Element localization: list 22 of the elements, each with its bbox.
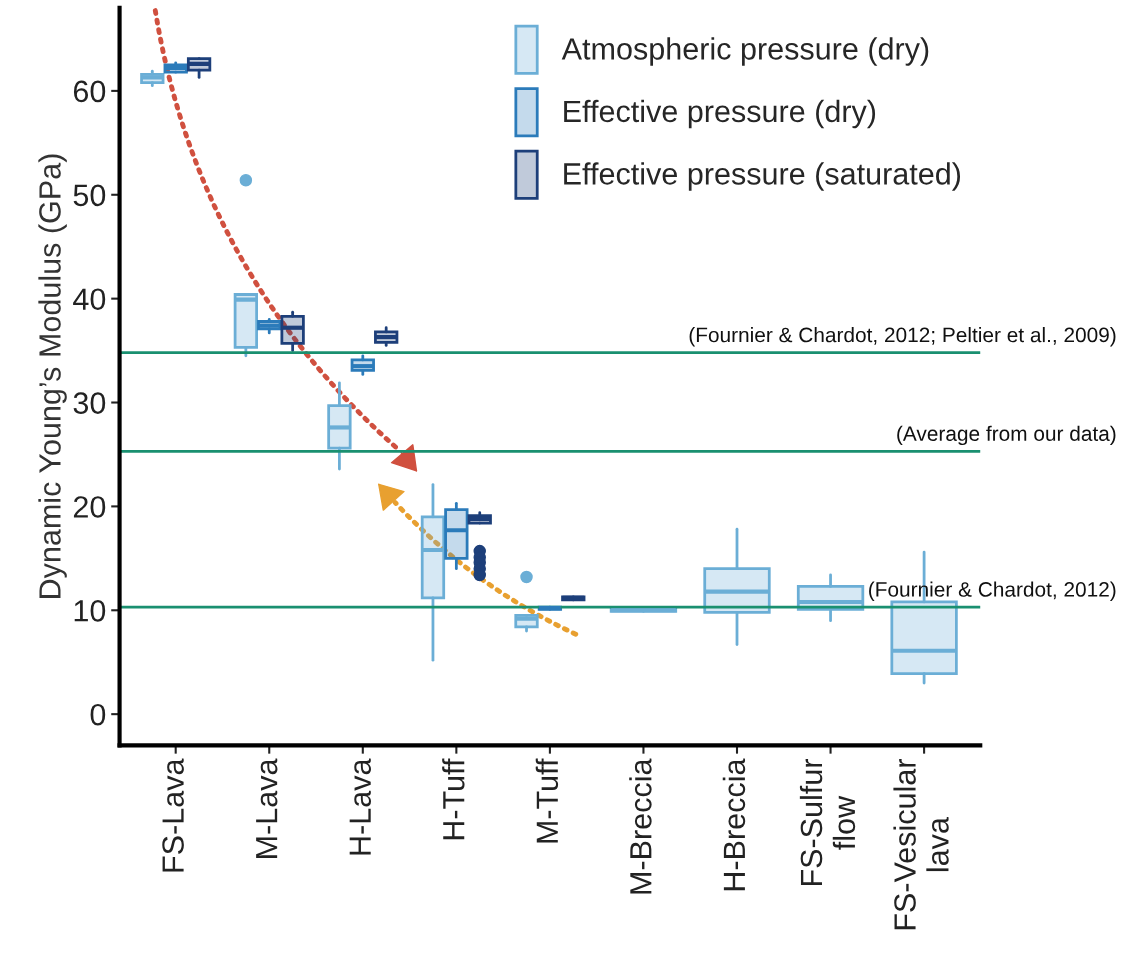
- x-tick-label: FS-Lava: [162, 758, 184, 872]
- x-tick-label: H-Breccia: [722, 758, 746, 891]
- legend-label: Effective pressure (dry): [564, 99, 876, 129]
- ref-line-label: (Average from our data): [897, 425, 1116, 446]
- y-tick-label: 30: [73, 392, 106, 414]
- y-axis-title: Dynamic Young’s Modulus (GPa): [38, 154, 67, 598]
- x-tick-label: M-Tuff: [535, 758, 559, 843]
- y-tick-label: 0: [90, 703, 106, 726]
- x-tick-label: M-Breccia: [629, 758, 652, 894]
- y-tick-label: 40: [73, 288, 106, 311]
- x-tick-label: FS-Vesicular lava: [893, 759, 949, 930]
- legend-label: Effective pressure (saturated): [564, 162, 961, 191]
- x-tick-label: M-Lava: [256, 758, 278, 858]
- ref-line-label: (Fournier & Chardot, 2012; Peltier et al., 2009): [689, 327, 1116, 347]
- legend-label: Atmospheric pressure (dry): [561, 37, 929, 66]
- x-tick-label: H-Tuff: [442, 758, 465, 840]
- x-tick-label: FS-Sulfur flow: [799, 759, 856, 886]
- y-tick-label: 60: [73, 80, 106, 103]
- y-tick-label: 50: [73, 184, 106, 207]
- y-tick-label: 10: [74, 600, 106, 622]
- y-tick-label: 20: [73, 496, 106, 518]
- x-tick-label: H-Lava: [349, 758, 371, 855]
